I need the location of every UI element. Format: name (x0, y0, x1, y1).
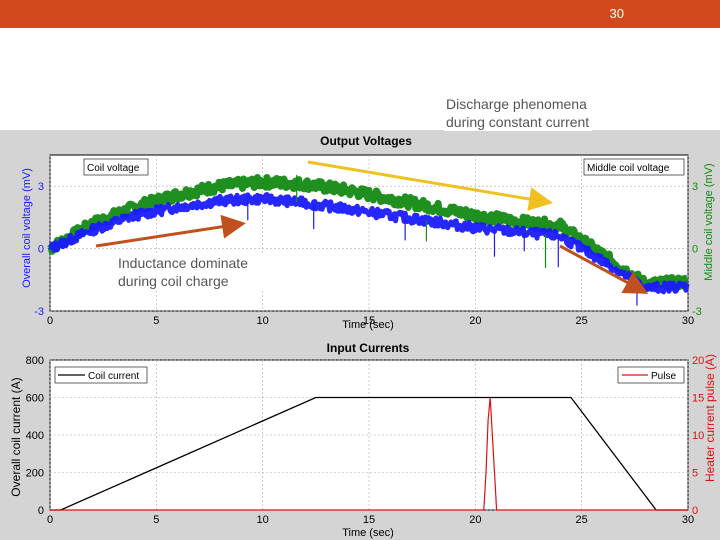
pulse-line (50, 397, 688, 511)
y-tick-label-right: 0 (692, 505, 698, 517)
current-chart-title: Input Currents (327, 341, 410, 355)
x-tick-label: 30 (682, 514, 694, 526)
current-y-ticks-right: 0 5 10 15 20 (692, 355, 704, 517)
current-x-ticks: 0 5 10 15 20 25 30 (47, 514, 694, 526)
x-tick-label: 20 (469, 315, 481, 327)
y-tick-label-right: 0 (692, 244, 698, 256)
voltage-y-ticks-right: -3 0 3 (692, 181, 702, 318)
discharge-annotation: Discharge phenomena during constant curr… (444, 95, 592, 131)
x-tick-label: 5 (153, 514, 159, 526)
legend-middle-voltage-label: Middle coil voltage (587, 163, 670, 174)
voltage-chart-title: Output Voltages (320, 134, 412, 148)
discharge-arrow (307, 160, 553, 211)
x-tick-label: 25 (576, 315, 588, 327)
x-tick-label: 10 (257, 514, 269, 526)
legend-coil-voltage: Coil voltage (83, 158, 149, 176)
legend-middle-voltage: Middle coil voltage (583, 158, 685, 176)
current-y-label-left: Overall coil current (A) (9, 377, 23, 496)
voltage-x-label: Time (sec) (342, 319, 394, 331)
x-tick-label: 15 (363, 514, 375, 526)
x-tick-label: 0 (47, 514, 53, 526)
y-tick-label-right: 15 (692, 393, 704, 405)
legend-pulse: Pulse (617, 366, 685, 384)
voltage-chart: Output Voltages Time (sec) Overall coil … (21, 134, 715, 331)
x-tick-label: 20 (469, 514, 481, 526)
y-tick-label: 0 (38, 505, 44, 517)
x-tick-label: 5 (153, 315, 159, 327)
x-tick-label: 30 (682, 315, 694, 327)
y-tick-label: 600 (26, 393, 44, 405)
y-tick-label: -3 (34, 306, 44, 318)
legend-coil-current-label: Coil current (88, 371, 139, 382)
voltage-x-ticks: 0 5 10 15 20 25 30 (47, 315, 694, 327)
y-tick-label: 3 (38, 181, 44, 193)
voltage-y-label-right: Middle coil voltage (mV) (703, 163, 715, 280)
current-chart: Input Currents Time (sec) Overall coil c… (9, 341, 717, 539)
current-x-label: Time (sec) (342, 527, 394, 539)
x-tick-label: 0 (47, 315, 53, 327)
x-tick-label: 15 (363, 315, 375, 327)
y-tick-label: 800 (26, 355, 44, 367)
header-bar: 30 (0, 0, 720, 28)
inductance-arrow (95, 214, 246, 248)
legend-coil-current: Coil current (54, 366, 148, 384)
page-number: 30 (609, 6, 624, 21)
y-tick-label-right: 5 (692, 468, 698, 480)
legend-pulse-label: Pulse (651, 371, 676, 382)
y-tick-label: 400 (26, 430, 44, 442)
voltage-y-ticks-left: -3 0 3 (34, 181, 44, 318)
y-tick-label: 0 (38, 244, 44, 256)
y-tick-label-right: 20 (692, 355, 704, 367)
x-tick-label: 10 (257, 315, 269, 327)
legend-coil-voltage-label: Coil voltage (87, 163, 140, 174)
y-tick-label-right: 3 (692, 181, 698, 193)
discharge-slope-arrow (559, 244, 649, 294)
current-y-ticks-left: 0 200 400 600 800 (26, 355, 44, 517)
y-tick-label-right: 10 (692, 430, 704, 442)
x-tick-label: 25 (576, 514, 588, 526)
y-tick-label-right: -3 (692, 306, 702, 318)
overall-voltage-line (48, 192, 690, 295)
current-grid (49, 359, 689, 511)
current-y-label-right: Heater current pulse (A) (703, 354, 717, 482)
y-tick-label: 200 (26, 468, 44, 480)
inductance-annotation: Inductance dominate during coil charge (118, 254, 268, 290)
voltage-y-label-left: Overall coil voltage (mV) (21, 168, 33, 288)
